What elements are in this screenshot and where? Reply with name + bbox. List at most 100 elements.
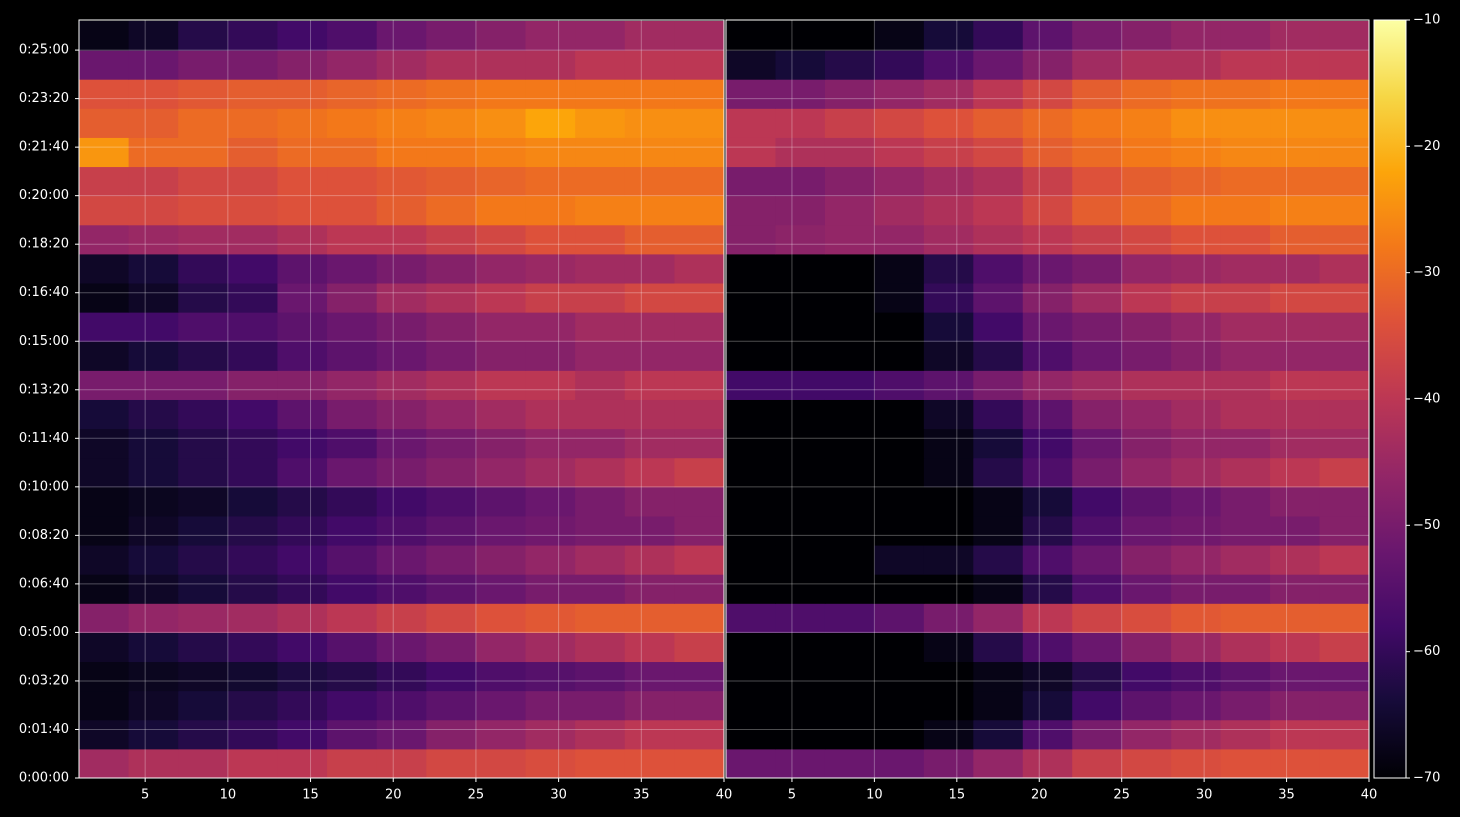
heat-cell: [874, 457, 925, 488]
heat-cell: [426, 283, 477, 313]
panel-frame: [725, 19, 1370, 779]
heat-cell: [128, 515, 179, 546]
y-tick-label: 0:05:00: [19, 625, 69, 640]
heat-cell: [1220, 312, 1271, 342]
heat-cell: [726, 719, 776, 750]
heat-cell: [128, 283, 179, 313]
heat-cell: [475, 428, 527, 459]
heat-cell: [1022, 428, 1073, 459]
heat-cell: [923, 690, 974, 721]
heat-cell: [624, 224, 675, 255]
heat-cell: [1319, 253, 1370, 284]
heat-cell: [575, 79, 626, 109]
heat-cell: [824, 545, 875, 575]
heat-cell: [1270, 399, 1321, 430]
heat-cell: [525, 166, 576, 197]
heat-cell: [824, 224, 875, 255]
heat-cell: [79, 399, 130, 430]
panel-frame: [78, 19, 725, 779]
heat-cell: [1171, 457, 1222, 488]
heat-cell: [1072, 341, 1123, 371]
heat-cell: [874, 137, 925, 168]
heat-cell: [1121, 137, 1172, 168]
heat-cell: [824, 108, 875, 138]
heat-cell: [1171, 719, 1222, 750]
heat-cell: [376, 253, 427, 284]
heat-cell: [1121, 661, 1172, 692]
heat-cell: [79, 137, 130, 168]
heat-cell: [1171, 574, 1222, 604]
heat-cell: [923, 399, 974, 430]
heat-cell: [1220, 20, 1271, 51]
heat-cell: [726, 50, 776, 80]
heat-cell: [79, 457, 130, 488]
heat-cell: [475, 253, 527, 284]
heat-cell: [726, 428, 776, 459]
heat-cell: [327, 312, 378, 342]
heat-cell: [128, 603, 179, 633]
heat-cell: [775, 719, 826, 750]
heat-cell: [426, 224, 477, 255]
y-tick-label: 0:03:20: [19, 673, 69, 688]
heat-cell: [1121, 690, 1172, 721]
heat-cell: [178, 224, 229, 255]
heat-cell: [1072, 748, 1123, 779]
heat-cell: [277, 690, 328, 721]
heat-cell: [277, 457, 328, 488]
y-tick-label: 0:08:20: [19, 528, 69, 543]
heat-cell: [1072, 50, 1123, 80]
heat-cell: [1072, 166, 1123, 197]
heat-cell: [525, 370, 576, 400]
panel: [726, 20, 1370, 779]
heat-cell: [1022, 545, 1073, 575]
heat-cell: [227, 253, 278, 284]
heat-cell: [973, 719, 1024, 750]
heat-cell: [277, 253, 328, 284]
heat-cell: [79, 574, 130, 604]
heat-cell: [1220, 515, 1271, 546]
heat-cell: [79, 690, 130, 721]
heat-cell: [874, 399, 925, 430]
heat-cell: [923, 515, 974, 546]
heat-cell: [575, 515, 626, 546]
heat-cell: [128, 50, 179, 80]
heat-cell: [1319, 312, 1370, 342]
heat-cell: [923, 79, 974, 109]
heat-cell: [674, 690, 725, 721]
heat-cell: [426, 603, 477, 633]
heat-cell: [327, 574, 378, 604]
heat-cell: [824, 137, 875, 168]
heat-cell: [475, 457, 527, 488]
heat-cell: [277, 20, 328, 51]
heat-cell: [973, 50, 1024, 80]
heat-cell: [1171, 428, 1222, 459]
heat-cell: [1171, 166, 1222, 197]
x-tick-label: 10: [220, 788, 237, 803]
heat-cell: [376, 283, 427, 313]
heat-cell: [1171, 283, 1222, 313]
heat-cell: [178, 166, 229, 197]
heat-cell: [674, 574, 725, 604]
heat-cell: [923, 108, 974, 138]
heat-cell: [376, 20, 427, 51]
heat-cell: [726, 748, 776, 779]
heat-cell: [79, 79, 130, 109]
heat-cell: [128, 428, 179, 459]
heat-cell: [923, 603, 974, 633]
y-tick-label: 0:11:40: [19, 431, 69, 446]
heat-cell: [575, 399, 626, 430]
heat-cell: [227, 574, 278, 604]
heat-cell: [475, 195, 527, 226]
heat-cell: [1220, 719, 1271, 750]
heat-cell: [1022, 253, 1073, 284]
heat-cell: [674, 312, 725, 342]
heat-cell: [1121, 50, 1172, 80]
heat-cell: [1319, 632, 1370, 663]
heat-cell: [1121, 20, 1172, 51]
heat-cell: [1270, 195, 1321, 226]
heat-cell: [973, 253, 1024, 284]
x-tick-label: 30: [1196, 788, 1213, 803]
heat-cell: [327, 253, 378, 284]
heat-cell: [726, 79, 776, 109]
heat-cell: [525, 253, 576, 284]
